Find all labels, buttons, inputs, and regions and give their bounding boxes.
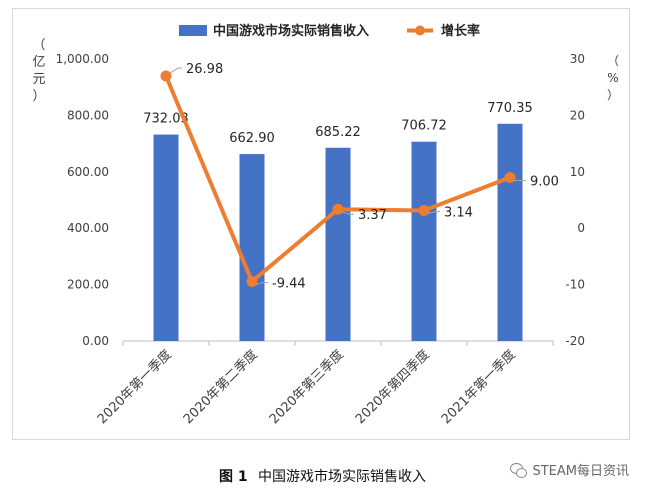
y-right-tick-label: 30 [570,52,585,66]
x-category-label: 2020年第四季度 [352,347,433,428]
y-right-axis-title: ） [607,88,619,102]
y-right-tick-label: 0 [577,221,585,235]
watermark: STEAM每日资讯 [510,460,629,479]
y-left-axis-title: 亿 [32,55,45,70]
bar-2 [239,154,265,341]
chart-frame: 0.00 200.00 400.00 600.00 800.00 1,000.00 -20 -… [12,8,630,440]
y-right-tick-label: 20 [570,108,585,122]
bar-1 [153,134,179,341]
y-left-tick-label: 1,000.00 [56,52,109,66]
growth-label-leader [169,67,182,74]
wechat-icon [510,462,528,478]
bar-data-label: 662.90 [229,131,275,146]
figure-title: 中国游戏市场实际销售收入 [258,469,427,485]
bar-data-label: 685.22 [315,125,361,140]
growth-data-label: 9.00 [530,174,559,189]
growth-data-label: 3.37 [358,208,387,223]
growth-label-leader [427,210,440,214]
legend-line-marker [415,25,425,36]
combo-chart: 0.00 200.00 400.00 600.00 800.00 1,000.00 -20 -… [32,23,619,428]
y-right-axis-title: % [607,71,618,85]
bar-3 [325,147,351,341]
y-left-tick-label: 400.00 [67,221,109,235]
legend-line-label: 增长率 [441,23,480,39]
growth-point-4 [418,204,430,216]
growth-data-label: 26.98 [186,62,223,77]
y-left-tick-label: 200.00 [67,278,109,292]
bar-data-label: 732.03 [143,112,189,127]
growth-label-leader [255,281,268,285]
y-left-tick-label: 600.00 [67,165,109,179]
growth-data-label: 3.14 [444,205,473,220]
watermark-text: STEAM每日资讯 [532,464,629,479]
y-right-tick-label: 10 [570,165,585,179]
x-category-label: 2020年第三季度 [266,347,347,428]
x-category-label: 2020年第一季度 [94,347,175,428]
figure-caption: 图 1 中国游戏市场实际销售收入 [0,466,645,486]
growth-point-5 [504,171,516,183]
growth-point-1 [160,70,172,82]
y-left-axis-title: （ [32,38,45,53]
growth-point-2 [246,275,258,287]
growth-data-label: -9.44 [272,276,306,291]
y-left-axis-title: 元 [32,72,45,87]
x-category-label: 2020年第二季度 [180,347,261,428]
bar-data-label: 706.72 [401,119,447,134]
legend-bar-label: 中国游戏市场实际销售收入 [213,23,369,39]
y-left-axis-title: ） [32,89,45,104]
x-category-label: 2021年第一季度 [438,347,519,428]
y-right-tick-label: -10 [565,278,585,292]
growth-label-leader [341,211,354,215]
figure-number: 图 1 [218,469,248,485]
y-left-tick-label: 0.00 [82,334,109,348]
y-right-axis-title: （ [607,54,619,68]
legend-bar-swatch [179,25,207,36]
bar-5 [497,123,523,342]
bar-data-label: 770.35 [487,101,533,116]
growth-point-3 [332,203,344,215]
y-right-tick-label: -20 [565,334,585,348]
y-left-tick-label: 800.00 [67,108,109,122]
bar-4 [411,141,437,341]
